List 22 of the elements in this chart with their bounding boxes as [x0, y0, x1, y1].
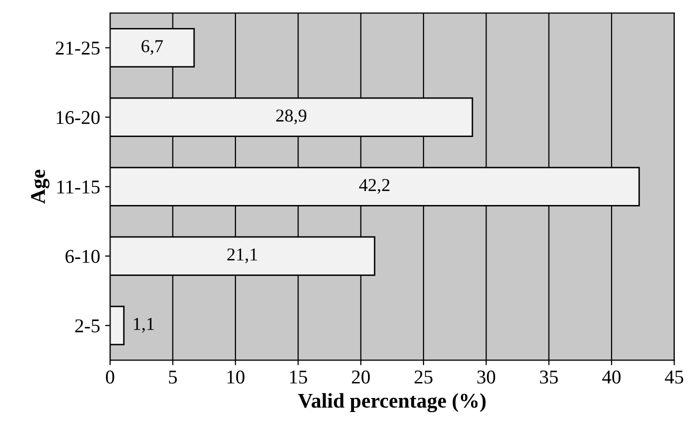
x-tick-label: 5	[169, 370, 177, 384]
x-tick-label: 0	[106, 370, 114, 384]
data-label: 42,2	[359, 179, 390, 194]
data-label: 1,1	[134, 318, 154, 333]
x-tick-label: 40	[602, 370, 621, 384]
y-axis-title: Age	[31, 170, 50, 204]
data-label: 28,9	[276, 110, 306, 124]
x-tick-label: 35	[540, 370, 558, 384]
y-tick-label: 6-10	[66, 250, 100, 263]
x-tick-label: 20	[352, 370, 370, 384]
data-label: 6,7	[142, 40, 163, 55]
y-tick-label: 16-20	[56, 110, 100, 124]
data-label: 21,1	[227, 248, 258, 264]
x-tick-label: 15	[290, 370, 308, 384]
y-tick-label: 21-25	[56, 42, 100, 55]
x-tick-label: 25	[414, 370, 432, 384]
x-tick-label: 45	[664, 370, 684, 384]
y-tick-label: 11-15	[57, 180, 100, 194]
y-tick-label: 2-5	[75, 319, 100, 332]
x-tick-label: 30	[477, 370, 496, 384]
x-tick-label: 10	[227, 370, 244, 384]
x-axis-title: Valid percentage (%)	[298, 393, 486, 412]
